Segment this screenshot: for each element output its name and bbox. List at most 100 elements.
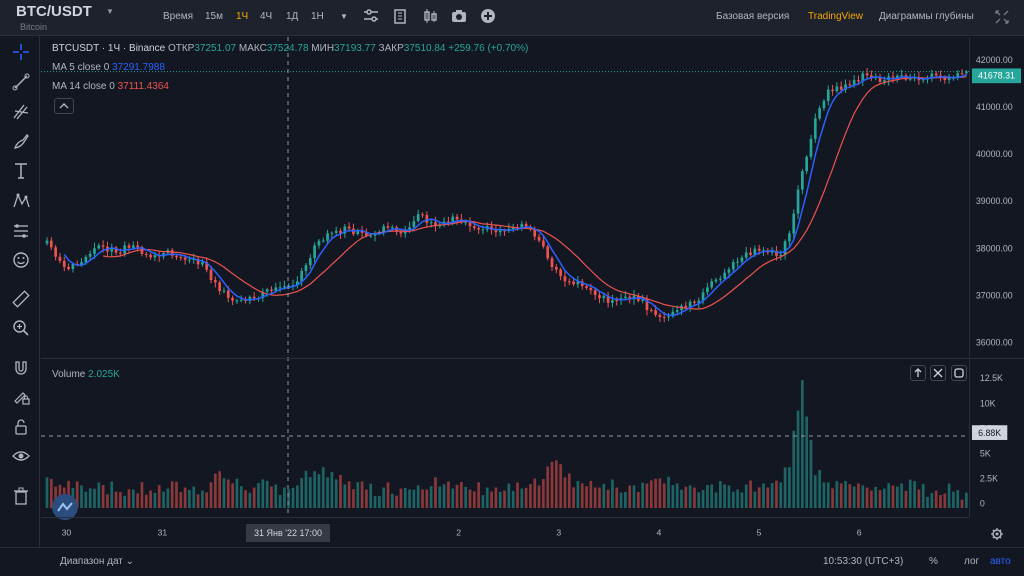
depth-chart-link[interactable]: Диаграммы глубины <box>879 11 974 22</box>
volume-bar <box>822 482 826 508</box>
interval-1w[interactable]: 1Н <box>311 11 324 22</box>
ma5-legend[interactable]: MA 5 close 0 37291.7988 <box>52 62 165 73</box>
pattern-icon[interactable] <box>11 191 31 211</box>
volume-tick-label: 12.5K <box>980 373 1003 383</box>
chevron-down-icon[interactable]: ▼ <box>106 7 114 16</box>
trash-icon[interactable] <box>11 486 31 506</box>
volume-bar <box>149 490 152 508</box>
plus-circle-icon[interactable] <box>479 7 497 25</box>
crosshair-icon[interactable] <box>11 42 31 62</box>
date-range-label: Диапазон дат <box>60 556 123 567</box>
volume-bar <box>706 485 709 508</box>
volume-bar <box>762 483 765 508</box>
candle-body <box>714 279 718 282</box>
candle-body <box>770 250 774 253</box>
time-label[interactable]: Время <box>163 11 194 22</box>
text-icon[interactable] <box>11 161 31 181</box>
candle-body <box>67 266 70 270</box>
ma14-legend[interactable]: MA 14 close 0 37111.4364 <box>52 81 169 92</box>
fib-icon[interactable] <box>11 102 31 122</box>
eye-icon[interactable] <box>11 446 31 466</box>
volume-tick-label: 2.5K <box>980 474 998 484</box>
volume-bar <box>157 485 161 508</box>
interval-1h[interactable]: 1Ч <box>236 11 249 22</box>
tradingview-link[interactable]: TradingView <box>808 11 864 22</box>
percent-scale-toggle[interactable]: % <box>929 556 938 567</box>
interval-4h[interactable]: 4Ч <box>260 11 273 22</box>
close-pane-button[interactable] <box>930 365 946 381</box>
volume-bar <box>274 484 278 508</box>
volume-bar <box>701 490 705 508</box>
volume-bar <box>283 487 286 508</box>
candle-body <box>559 269 562 277</box>
emoji-icon[interactable] <box>11 250 31 270</box>
volume-bar <box>649 480 653 508</box>
interval-more-icon[interactable]: ▼ <box>340 12 348 21</box>
volume-bar <box>585 486 588 508</box>
candle-body <box>93 248 96 254</box>
time-axis[interactable]: 30 31 2 3 4 5 6 <box>41 517 969 547</box>
candle-body <box>88 253 92 257</box>
symbol-title[interactable]: BTC/USDT <box>16 3 92 20</box>
volume-bar <box>447 481 450 508</box>
clock-timezone[interactable]: 10:53:30 (UTC+3) <box>823 556 904 567</box>
volume-bar <box>403 487 407 508</box>
pane-separator[interactable] <box>41 358 1024 359</box>
volume-bar <box>434 477 437 508</box>
interval-1d[interactable]: 1Д <box>286 11 299 22</box>
basic-version-link[interactable]: Базовая версия <box>716 11 790 22</box>
candle-body <box>593 290 597 296</box>
volume-bar <box>835 481 839 508</box>
volume-bar <box>334 479 338 508</box>
volume-bar <box>641 482 644 508</box>
collapse-legend-button[interactable] <box>54 98 74 114</box>
volume-bar <box>352 489 355 508</box>
candle-body <box>813 118 817 139</box>
candle-body <box>693 301 696 303</box>
maximize-pane-button[interactable] <box>951 365 967 381</box>
candle-body <box>554 266 558 270</box>
volume-bar <box>287 489 291 508</box>
candle-body <box>222 290 226 292</box>
volume-bar <box>943 493 947 508</box>
volume-bar <box>719 481 722 508</box>
chart-canvas[interactable] <box>41 37 969 517</box>
volume-bar <box>278 494 282 508</box>
camera-icon[interactable] <box>450 7 468 25</box>
candle-body <box>934 73 938 76</box>
measure-icon[interactable] <box>11 221 31 241</box>
trend-line-icon[interactable] <box>11 72 31 92</box>
gear-icon[interactable] <box>990 527 1004 541</box>
candle-body <box>792 213 796 234</box>
candle-body <box>572 281 575 285</box>
volume-bar <box>296 485 299 508</box>
volume-bar <box>326 477 329 508</box>
candles-icon[interactable] <box>421 7 439 25</box>
logo-icon[interactable] <box>52 494 78 520</box>
volume-bar <box>848 484 852 508</box>
candle-body <box>628 296 632 300</box>
lock-drawing-icon[interactable] <box>11 387 31 407</box>
volume-legend[interactable]: Volume 2.025K <box>52 369 120 380</box>
auto-scale-toggle[interactable]: авто <box>990 556 1011 567</box>
unlock-icon[interactable] <box>11 417 31 437</box>
price-scale[interactable]: 42000.00 41000.00 40000.00 39000.00 38000.00… <box>969 37 1024 517</box>
candle-body <box>883 80 886 82</box>
log-scale-toggle[interactable]: лог <box>964 556 980 567</box>
volume-bar <box>559 464 562 508</box>
move-pane-up-button[interactable] <box>910 365 926 381</box>
building-icon[interactable] <box>391 7 409 25</box>
candle-body <box>736 261 739 263</box>
date-range-button[interactable]: Диапазон дат ⌄ <box>60 556 134 567</box>
candle-body <box>649 310 653 312</box>
zoom-in-icon[interactable] <box>11 318 31 338</box>
candle-body <box>684 305 688 308</box>
candle-body <box>809 138 813 157</box>
brush-icon[interactable] <box>11 132 31 152</box>
ruler-icon[interactable] <box>11 289 31 309</box>
indicators-icon[interactable] <box>362 7 380 25</box>
interval-15m[interactable]: 15м <box>205 11 223 22</box>
magnet-icon[interactable] <box>11 358 31 378</box>
volume-bar <box>481 495 485 508</box>
fullscreen-icon[interactable] <box>994 9 1010 25</box>
